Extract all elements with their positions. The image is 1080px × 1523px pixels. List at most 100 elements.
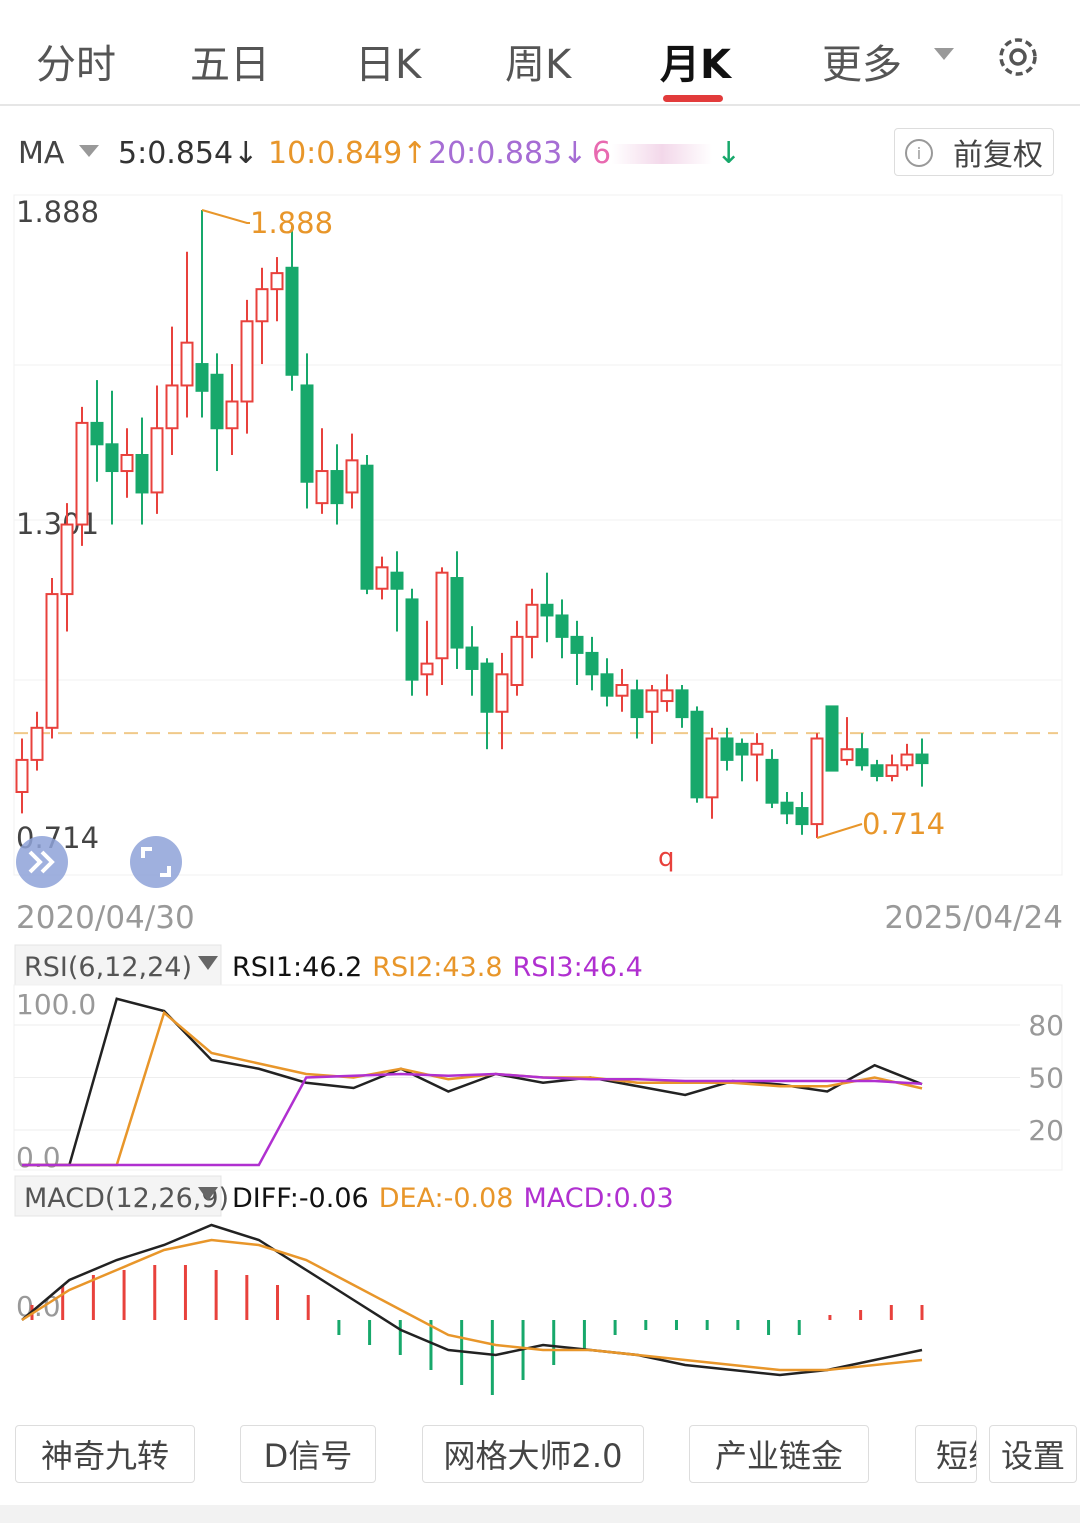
tab[interactable]: 分时 [36,42,116,88]
candle-body [75,421,89,526]
legend-entry: DEA:-0.08 [379,1183,514,1214]
candle-body [585,651,599,676]
candle-body [780,801,794,815]
candle-body [105,443,119,473]
button-text: 产业链金 [714,1437,843,1475]
plot-frame [13,194,1063,876]
candle-body [750,742,764,756]
svg-text:i: i [917,144,921,163]
button-text: 短线 [936,1437,976,1475]
indicator-line [21,1238,923,1372]
candle-body [495,673,509,713]
ma5: 5:0.854↓ [118,136,259,171]
settings-icon[interactable] [995,34,1041,80]
candle-body [855,748,869,767]
candle-body [420,662,434,676]
bottom-button[interactable]: 设置 [989,1425,1077,1483]
legend-entry: MACD:0.03 [524,1183,674,1214]
candle-body [720,737,734,761]
indicator-line [22,1072,923,1167]
adjust-text: 前复权 [953,138,1043,173]
candle-body [15,758,29,793]
bottom-button[interactable]: 产业链金 [689,1425,869,1483]
candle-body [690,710,704,799]
tab[interactable]: 周K [505,42,572,88]
adjust-button[interactable]: 前复权 [894,128,1054,176]
candle-body [225,400,239,430]
indicator-selector [14,944,222,986]
bottom-button[interactable]: 网格大师2.0 [422,1425,644,1483]
button-text: 设置 [1000,1437,1065,1475]
candle-body [315,470,329,505]
button-text: D信号 [263,1437,353,1475]
candle-body [165,384,179,430]
candle-body [180,341,194,387]
y-tick-label: 1.888 [16,195,99,229]
low-label: 0.714 [862,807,945,841]
ma10: 10:0.849↑ [268,136,428,171]
indicator-arrow [198,1187,218,1201]
high-pointer [201,209,250,224]
start-date: 2020/04/30 [16,900,195,936]
candle-body [120,453,134,473]
candle-body [450,577,464,649]
candle-body [375,566,389,590]
indicator-arrow [198,956,218,970]
tab[interactable]: 更多 [822,42,902,88]
y-tick-label: 20 [1028,1114,1064,1147]
bottom-button[interactable]: D信号 [240,1425,376,1483]
tab[interactable]: 月K [660,42,731,88]
legend-entry: RSI1:46.2 [232,952,362,983]
candle-body [405,598,419,681]
indicator-selector [14,1175,222,1217]
candle-body [600,673,614,697]
candle-body [60,523,74,596]
candle-body [570,635,584,654]
bottom-button[interactable]: 神奇九转 [15,1425,195,1483]
candle-body [840,748,854,761]
candle-body [345,459,359,494]
legend-entry: DIFF:-0.06 [232,1183,369,1214]
candle-body [135,453,149,494]
candle-body [765,758,779,804]
candle-body [555,614,569,638]
tab[interactable]: 五日 [190,42,270,88]
candle-body [510,635,524,687]
candle-body [540,603,554,617]
fullscreen-button [130,836,182,888]
candle-body [735,742,749,756]
legend-entry: RSI2:43.8 [372,952,502,983]
more-arrow [934,48,954,60]
tab[interactable]: 日K [355,42,422,88]
candle-body [270,272,284,291]
divider [0,104,1080,106]
bottom-button[interactable]: 短线 [915,1425,977,1483]
candle-body [195,363,209,392]
bottom-strip [0,1505,1080,1523]
candle-body [465,646,479,670]
y-tick-label: 100.0 [16,988,96,1021]
legend-entry: RSI3:46.4 [513,952,643,983]
indicator-title: RSI(6,12,24) [24,952,192,983]
y-tick-label: 80 [1028,1009,1064,1042]
candle-body [810,737,824,826]
candle-body [300,384,314,483]
y-tick-label: 50 [1028,1062,1064,1095]
indicator-line [21,1223,923,1377]
candle-body [240,320,254,403]
candle-body [675,689,689,719]
candle-body [885,764,899,777]
candle-body [390,571,404,590]
low-pointer [816,823,863,839]
ma-label: MA [18,136,65,171]
indicator-line [22,1010,923,1167]
info-icon: i [905,139,933,167]
candle-body [660,689,674,703]
candle-body [645,689,659,713]
candle-body [915,753,929,765]
candle-body [90,421,104,446]
candle-body [285,266,299,376]
candle-body [480,662,494,713]
